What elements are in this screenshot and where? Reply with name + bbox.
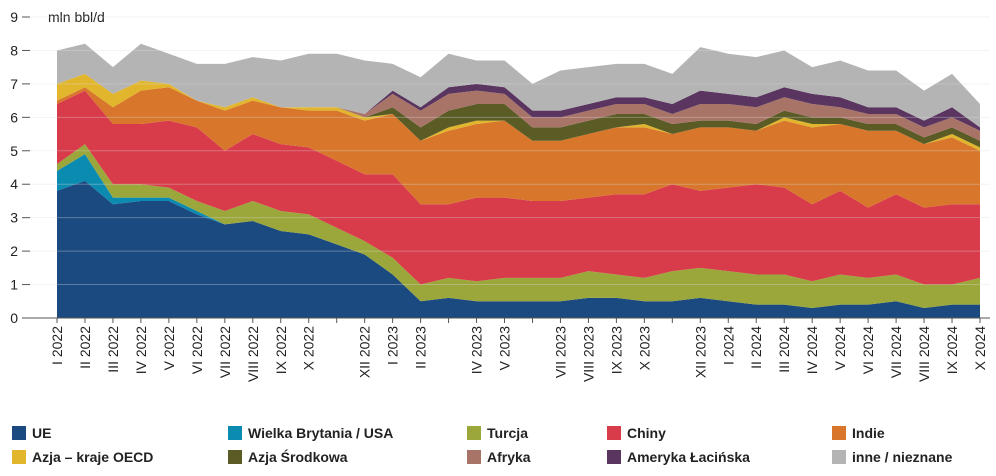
y-tick-label: 7 <box>10 76 18 92</box>
y-tick-label: 8 <box>10 42 18 58</box>
x-tick-label: II 2023 <box>413 326 429 369</box>
x-tick-label: VII 2024 <box>888 326 904 378</box>
x-tick-label: III 2022 <box>105 326 121 373</box>
legend-label: Ameryka Łacińska <box>627 449 750 465</box>
y-tick-label: 1 <box>10 277 18 293</box>
y-tick-label: 0 <box>10 310 18 326</box>
x-tick-label: V 2023 <box>497 326 513 371</box>
x-tick-label: VII 2023 <box>552 326 568 378</box>
x-tick-label: I 2024 <box>720 326 736 365</box>
legend-swatch <box>228 426 242 440</box>
legend-swatch <box>12 450 26 464</box>
area <box>57 73 980 141</box>
area <box>57 180 980 318</box>
x-tick-label: XII 2022 <box>357 326 373 378</box>
y-tick-label: 3 <box>10 210 18 226</box>
x-tick-label: VII 2022 <box>217 326 233 378</box>
legend-swatch <box>12 426 26 440</box>
y-axis-label: mln bbl/d <box>48 9 105 25</box>
legend-swatch <box>467 426 481 440</box>
x-tick-label: IX 2022 <box>273 326 289 374</box>
legend-swatch <box>832 450 846 464</box>
y-tick-label: 4 <box>10 176 18 192</box>
x-tick-label: V 2022 <box>161 326 177 371</box>
y-tick-label: 2 <box>10 243 18 259</box>
y-tick-label: 6 <box>10 109 18 125</box>
x-tick-label: I 2022 <box>49 326 65 365</box>
x-tick-label: IV 2023 <box>469 326 485 374</box>
area <box>57 144 980 308</box>
x-tick-label: IV 2024 <box>804 326 820 374</box>
area <box>57 90 980 285</box>
legend-swatch <box>467 450 481 464</box>
legend-swatch <box>607 450 621 464</box>
x-tick-label: II 2022 <box>77 326 93 369</box>
area <box>57 87 980 208</box>
x-tick-label: VIII 2024 <box>916 326 932 382</box>
legend-label: Turcja <box>487 425 528 441</box>
x-tick-label: VI 2024 <box>860 326 876 374</box>
y-tick-label: 9 <box>10 9 18 25</box>
legend-swatch <box>228 450 242 464</box>
x-tick-label: XII 2023 <box>692 326 708 378</box>
x-tick-label: VIII 2023 <box>580 326 596 382</box>
x-tick-label: VI 2022 <box>189 326 205 374</box>
x-tick-label: III 2024 <box>776 326 792 373</box>
x-tick-label: IX 2024 <box>944 326 960 374</box>
legend-label: Chiny <box>627 425 666 441</box>
area <box>57 43 980 128</box>
x-tick-label: X 2022 <box>301 326 317 371</box>
legend-label: Azja Środkowa <box>248 448 348 465</box>
x-tick-label: II 2024 <box>748 326 764 369</box>
legend-label: UE <box>32 425 51 441</box>
legend-label: Afryka <box>487 449 531 465</box>
y-tick-label: 5 <box>10 143 18 159</box>
legend-label: inne / nieznane <box>852 449 953 465</box>
x-tick-label: V 2024 <box>832 326 848 371</box>
area <box>57 73 980 131</box>
legend-swatch <box>832 426 846 440</box>
x-tick-label: IV 2022 <box>133 326 149 374</box>
x-tick-label: IX 2023 <box>608 326 624 374</box>
legend-swatch <box>607 426 621 440</box>
legend-label: Indie <box>852 425 885 441</box>
x-tick-label: X 2023 <box>636 326 652 371</box>
legend-label: Wielka Brytania / USA <box>248 425 393 441</box>
x-tick-label: VIII 2022 <box>245 326 261 382</box>
area <box>57 73 980 148</box>
x-tick-label: X 2024 <box>972 326 988 371</box>
legend-label: Azja – kraje OECD <box>32 449 153 465</box>
x-tick-label: I 2023 <box>385 326 401 365</box>
